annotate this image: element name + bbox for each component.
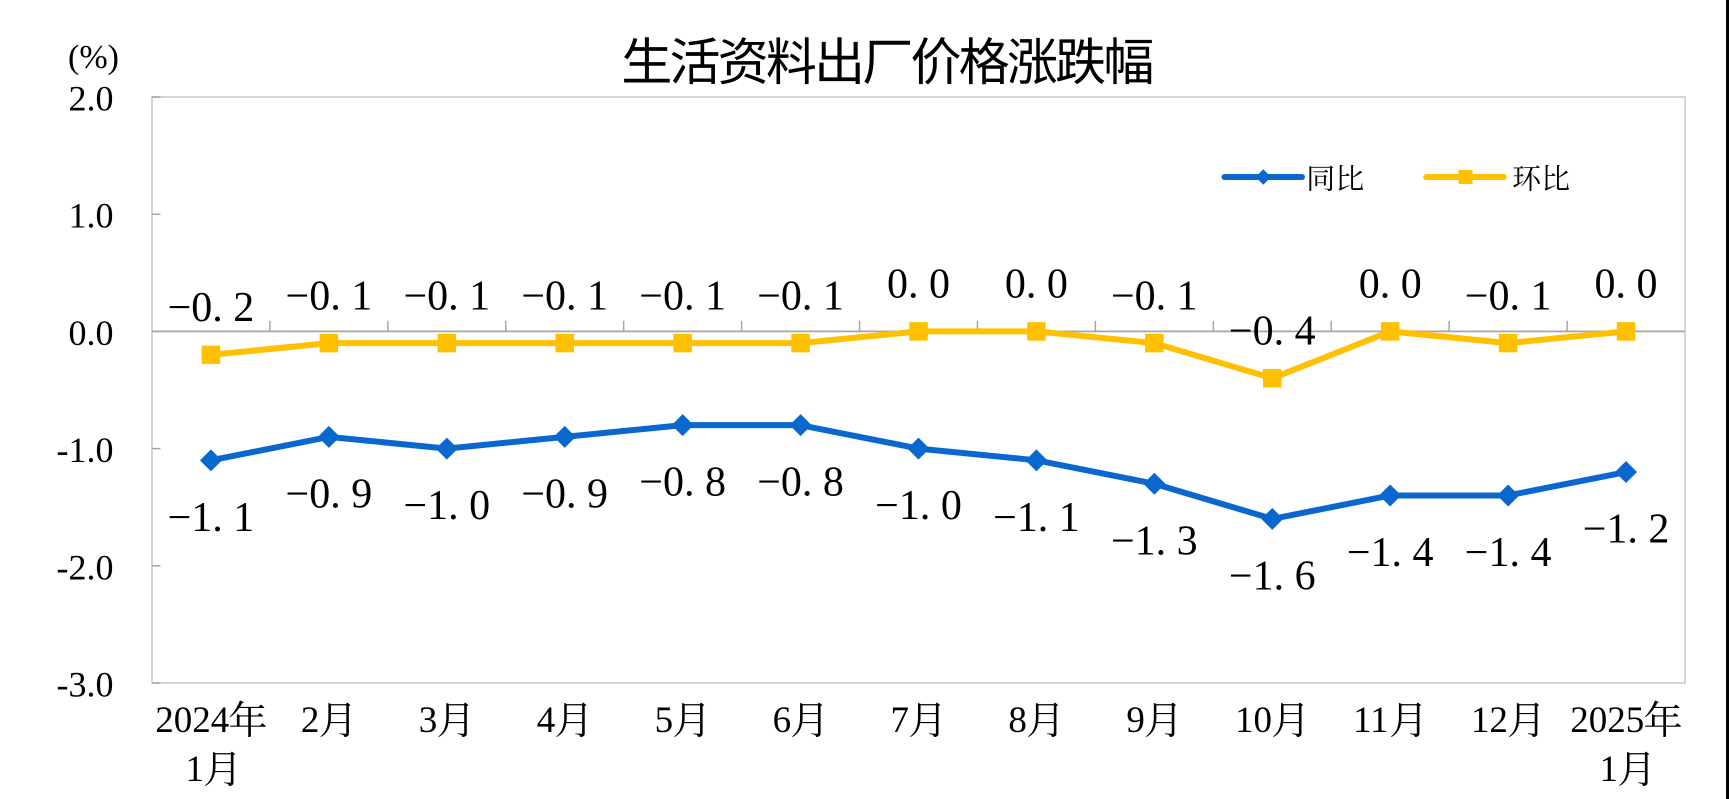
svg-text:−1. 1: −1. 1 — [168, 495, 255, 541]
svg-text:-1.0: -1.0 — [57, 430, 114, 470]
svg-text:−1. 4: −1. 4 — [1465, 530, 1552, 576]
svg-text:−1. 2: −1. 2 — [1583, 507, 1670, 553]
svg-text:-3.0: -3.0 — [57, 665, 114, 705]
svg-text:2: 2 — [301, 700, 320, 741]
svg-text:9: 9 — [1126, 700, 1145, 741]
svg-text:0.0: 0.0 — [69, 313, 114, 353]
svg-text:−0. 9: −0. 9 — [521, 471, 608, 517]
svg-text:1.0: 1.0 — [69, 196, 114, 236]
svg-text:−0. 1: −0. 1 — [286, 273, 373, 319]
svg-text:2024: 2024 — [155, 700, 229, 741]
svg-text:0. 0: 0. 0 — [887, 262, 950, 308]
svg-text:−0. 1: −0. 1 — [639, 273, 726, 319]
svg-text:−0. 1: −0. 1 — [521, 273, 608, 319]
svg-text:−0. 1: −0. 1 — [1111, 273, 1198, 319]
svg-text:6: 6 — [773, 700, 792, 741]
svg-text:8: 8 — [1008, 700, 1026, 741]
svg-text:7: 7 — [891, 700, 910, 741]
svg-text:3: 3 — [419, 700, 438, 741]
svg-text:−1. 0: −1. 0 — [875, 483, 962, 529]
svg-text:−0. 1: −0. 1 — [1465, 273, 1552, 319]
svg-text:4: 4 — [537, 700, 556, 741]
svg-text:0. 0: 0. 0 — [1595, 262, 1658, 308]
svg-text:2025: 2025 — [1570, 700, 1644, 741]
svg-text:0. 0: 0. 0 — [1359, 262, 1422, 308]
svg-text:11: 11 — [1353, 700, 1389, 741]
svg-text:−0. 9: −0. 9 — [286, 471, 373, 517]
svg-text:−0. 8: −0. 8 — [757, 460, 844, 506]
svg-text:1: 1 — [185, 749, 204, 790]
svg-text:12: 12 — [1471, 700, 1508, 741]
svg-text:0. 0: 0. 0 — [1005, 262, 1068, 308]
svg-text:−1. 0: −1. 0 — [403, 483, 490, 529]
svg-text:−1. 4: −1. 4 — [1347, 530, 1434, 576]
svg-text:−1. 1: −1. 1 — [993, 495, 1080, 541]
svg-text:−0. 1: −0. 1 — [403, 273, 490, 319]
svg-text:1: 1 — [1600, 749, 1619, 790]
svg-text:(%): (%) — [68, 39, 119, 76]
svg-text:−0. 8: −0. 8 — [639, 460, 726, 506]
svg-text:10: 10 — [1235, 700, 1272, 741]
svg-text:−0. 2: −0. 2 — [168, 285, 255, 331]
svg-text:2.0: 2.0 — [69, 79, 114, 119]
svg-text:−1. 3: −1. 3 — [1111, 518, 1198, 564]
svg-text:-2.0: -2.0 — [57, 547, 114, 587]
svg-text:−1. 6: −1. 6 — [1229, 553, 1316, 599]
svg-text:5: 5 — [655, 700, 674, 741]
svg-text:−0. 1: −0. 1 — [757, 273, 844, 319]
svg-text:−0. 4: −0. 4 — [1229, 308, 1316, 354]
